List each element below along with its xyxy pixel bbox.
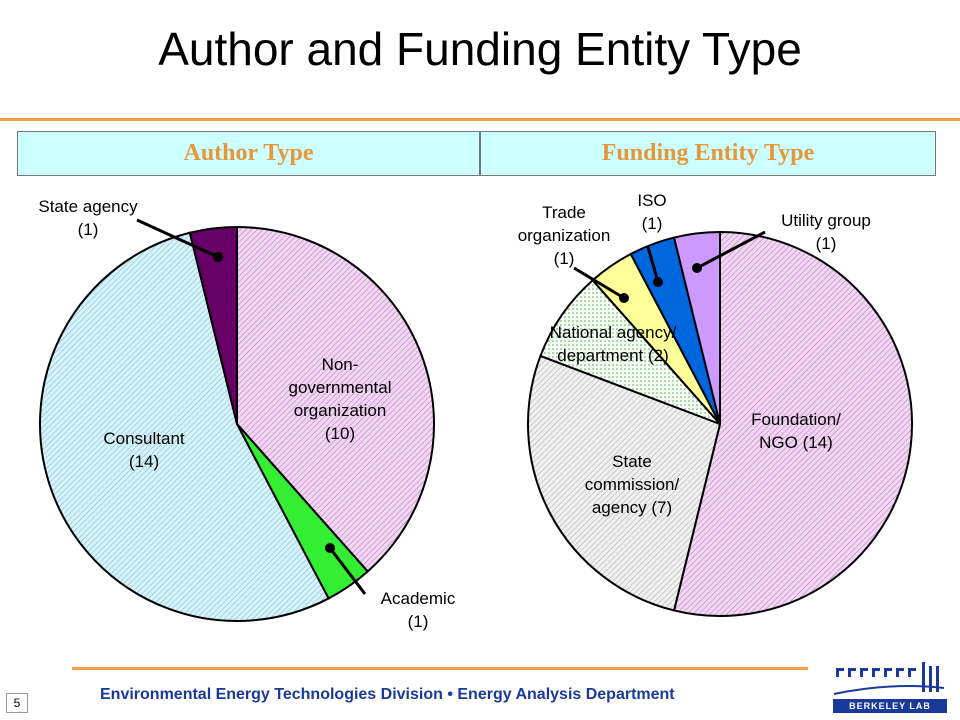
page-number: 5 bbox=[6, 693, 28, 713]
slice-label-national_agency: department (2) bbox=[557, 346, 669, 365]
slice-label-trade_org: organization bbox=[518, 226, 611, 245]
slice-count-iso: (1) bbox=[642, 214, 663, 233]
leader-dot-academic bbox=[325, 543, 335, 553]
slice-label-utility_group: Utility group bbox=[781, 211, 871, 230]
slice-label-national_agency: National agency/ bbox=[550, 323, 677, 342]
slice-label-state_commission: agency (7) bbox=[592, 498, 672, 517]
slice-count-trade_org: (1) bbox=[554, 249, 575, 268]
pie-slice-state_commission bbox=[527, 354, 722, 612]
slice-label-state_commission: commission/ bbox=[585, 475, 680, 494]
pie-slice-ngo bbox=[236, 225, 435, 573]
slice-count-ngo: (10) bbox=[325, 424, 355, 443]
leader-dot-utility_group bbox=[692, 263, 702, 273]
leader-line-academic bbox=[328, 547, 367, 595]
slice-label-foundation: NGO (14) bbox=[759, 433, 833, 452]
slice-label-iso: ISO bbox=[637, 191, 666, 210]
slice-label-ngo: Non- bbox=[322, 355, 359, 374]
leader-dot-trade_org bbox=[619, 293, 629, 303]
leader-line-state_agency bbox=[136, 218, 219, 259]
slice-count-consultant: (14) bbox=[129, 452, 159, 471]
berkeley-lab-logo bbox=[833, 662, 945, 695]
pie-slice-state_agency bbox=[188, 225, 238, 425]
leader-line-utility_group bbox=[696, 230, 766, 270]
pie-slice-consultant bbox=[39, 231, 330, 622]
author-type-pie bbox=[39, 225, 435, 622]
slice-label-state_commission: State bbox=[612, 452, 652, 471]
slice-count-academic: (1) bbox=[408, 612, 429, 631]
slice-label-ngo: governmental bbox=[288, 378, 391, 397]
pie-slice-national_agency bbox=[539, 278, 721, 425]
slice-label-trade_org: Trade bbox=[542, 203, 586, 222]
slice-count-state_agency: (1) bbox=[78, 220, 99, 239]
leader-dot-iso bbox=[653, 277, 663, 287]
logo-wordmark: BERKELEY LAB bbox=[833, 699, 947, 713]
slice-label-ngo: organization bbox=[294, 401, 387, 420]
footer-text: Environmental Energy Technologies Divisi… bbox=[100, 686, 675, 703]
slide-title: Author and Funding Entity Type bbox=[158, 23, 802, 75]
leader-dot-state_agency bbox=[213, 252, 223, 262]
author-type-header: Author Type bbox=[17, 131, 480, 176]
footer-rule bbox=[72, 667, 808, 670]
leader-line-iso bbox=[646, 246, 660, 283]
slice-count-utility_group: (1) bbox=[816, 234, 837, 253]
slice-label-foundation: Foundation/ bbox=[751, 410, 841, 429]
slice-label-state_agency: State agency bbox=[38, 197, 138, 216]
pie-slice-utility_group bbox=[672, 230, 721, 425]
pie-labels: Non-governmental organization (10) Academic… bbox=[38, 191, 871, 631]
funding-entity-type-header: Funding Entity Type bbox=[480, 131, 936, 176]
leader-line-trade_org bbox=[573, 266, 625, 300]
slice-label-consultant: Consultant bbox=[103, 429, 185, 448]
title-rule bbox=[0, 118, 960, 121]
pie-slice-foundation bbox=[672, 230, 913, 617]
funding-entity-type-pie bbox=[527, 230, 913, 617]
slice-label-academic: Academic bbox=[381, 589, 456, 608]
